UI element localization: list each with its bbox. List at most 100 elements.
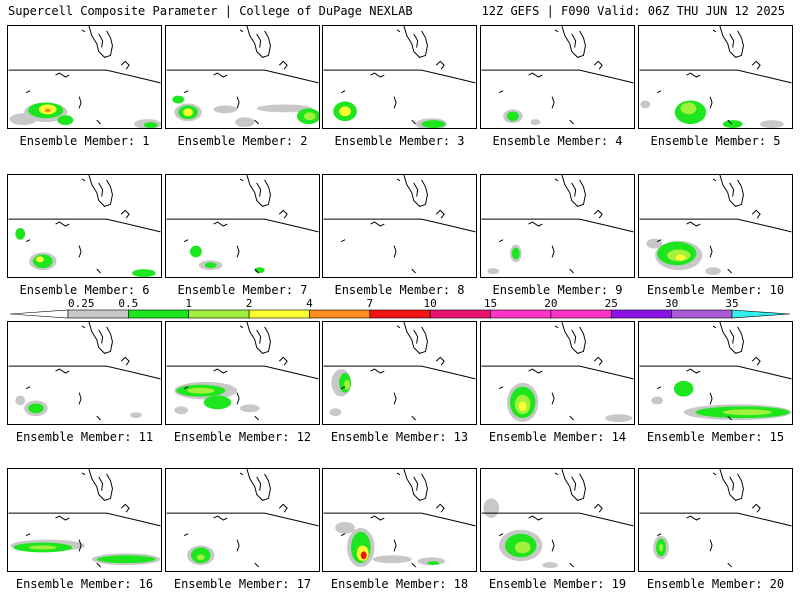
panel-label-14: Ensemble Member: 14	[488, 430, 627, 444]
map-boundary-line	[239, 29, 244, 33]
map-boundary-line	[88, 26, 113, 58]
ensemble-panel-20[interactable]	[638, 468, 793, 572]
panel-map-19	[481, 469, 634, 569]
map-boundary-line	[213, 72, 228, 78]
map-boundary-line	[569, 562, 575, 568]
map-boundary-line	[571, 33, 577, 48]
ensemble-panel-15[interactable]	[638, 321, 793, 425]
color-scale-tick-label: 0.25	[68, 297, 95, 310]
panel-map-12	[166, 322, 319, 421]
map-boundary-line	[88, 175, 113, 207]
map-boundary-line	[81, 178, 86, 182]
map-boundary-line	[593, 503, 603, 513]
ensemble-panel-10[interactable]	[638, 174, 793, 278]
map-boundary-line	[8, 365, 161, 380]
map-boundary-line	[340, 533, 346, 537]
ensemble-panel-8[interactable]	[322, 174, 477, 278]
map-boundary-line	[256, 329, 262, 344]
map-boundary-line	[183, 239, 189, 243]
ensemble-panel-13[interactable]	[322, 321, 477, 425]
map-boundary-line	[709, 392, 713, 405]
ensemble-panel-1[interactable]	[7, 25, 162, 129]
map-boundary-line	[88, 322, 113, 354]
map-boundary-line	[246, 26, 271, 58]
map-title: Supercell Composite Parameter | College …	[8, 4, 413, 18]
ensemble-panel-7[interactable]	[165, 174, 320, 278]
map-boundary-line	[403, 322, 428, 354]
map-boundary-line	[254, 562, 260, 568]
map-boundary-line	[554, 472, 559, 476]
map-boundary-line	[751, 356, 761, 366]
color-scale-tick-label: 0.5	[118, 297, 138, 310]
map-boundary-line	[236, 96, 240, 109]
map-boundary-line	[729, 329, 735, 344]
map-boundary-line	[686, 515, 701, 521]
map-boundary-line	[25, 386, 31, 390]
panel-map-8	[323, 175, 476, 274]
map-boundary-line	[551, 392, 555, 405]
ensemble-panel-19[interactable]	[480, 468, 635, 572]
map-boundary-line	[78, 392, 82, 405]
map-boundary-line	[8, 512, 161, 527]
ensemble-panel-14[interactable]	[480, 321, 635, 425]
panel-label-10: Ensemble Member: 10	[646, 283, 785, 297]
map-boundary-line	[55, 515, 70, 521]
map-boundary-line	[120, 209, 130, 219]
ensemble-panel-9[interactable]	[480, 174, 635, 278]
color-scale-segment	[429, 309, 491, 319]
map-boundary-line	[554, 29, 559, 33]
ensemble-panel-4[interactable]	[480, 25, 635, 129]
ensemble-panel-17[interactable]	[165, 468, 320, 572]
ensemble-panel-18[interactable]	[322, 468, 477, 572]
color-scale-tick-label: 10	[424, 297, 437, 310]
panel-map-13	[323, 322, 476, 421]
map-boundary-line	[393, 539, 397, 552]
panel-label-8: Ensemble Member: 8	[334, 283, 465, 297]
ensemble-panel-5[interactable]	[638, 25, 793, 129]
color-scale-tick-label: 4	[306, 297, 313, 310]
map-boundary-line	[96, 415, 102, 421]
map-boundary-line	[278, 356, 288, 366]
panel-map-16	[8, 469, 161, 568]
ensemble-panel-12[interactable]	[165, 321, 320, 425]
map-boundary-line	[239, 472, 244, 476]
panel-map-5	[639, 26, 792, 128]
map-boundary-line	[166, 218, 319, 233]
color-scale-segment	[610, 309, 672, 319]
map-boundary-line	[25, 533, 31, 537]
panel-label-16: Ensemble Member: 16	[15, 577, 154, 591]
map-boundary-line	[393, 245, 397, 258]
color-scale-tick-label: 2	[246, 297, 253, 310]
map-boundary-line	[561, 469, 586, 501]
ensemble-panel-16[interactable]	[7, 468, 162, 572]
map-boundary-line	[81, 29, 86, 33]
panel-label-4: Ensemble Member: 4	[492, 134, 623, 148]
map-boundary-line	[709, 96, 713, 109]
panel-label-15: Ensemble Member: 15	[646, 430, 785, 444]
color-scale-segment	[369, 309, 431, 319]
map-boundary-line	[340, 239, 346, 243]
map-boundary-line	[166, 365, 319, 380]
panel-label-12: Ensemble Member: 12	[173, 430, 312, 444]
ensemble-panel-3[interactable]	[322, 25, 477, 129]
color-scale-segment	[10, 309, 69, 319]
map-boundary-line	[96, 562, 102, 568]
panel-label-2: Ensemble Member: 2	[177, 134, 308, 148]
map-boundary-line	[323, 218, 476, 233]
ensemble-panel-11[interactable]	[7, 321, 162, 425]
panel-map-20	[639, 469, 792, 568]
map-boundary-line	[686, 72, 701, 78]
map-boundary-line	[719, 175, 744, 207]
ensemble-panel-6[interactable]	[7, 174, 162, 278]
map-boundary-line	[656, 239, 662, 243]
map-boundary-line	[213, 221, 228, 227]
map-boundary-line	[25, 239, 31, 243]
panel-map-18	[323, 469, 476, 568]
map-boundary-line	[751, 209, 761, 219]
map-boundary-line	[435, 503, 445, 513]
map-boundary-line	[55, 221, 70, 227]
panel-label-1: Ensemble Member: 1	[19, 134, 150, 148]
ensemble-panel-2[interactable]	[165, 25, 320, 129]
map-boundary-line	[686, 221, 701, 227]
map-boundary-line	[481, 218, 634, 233]
